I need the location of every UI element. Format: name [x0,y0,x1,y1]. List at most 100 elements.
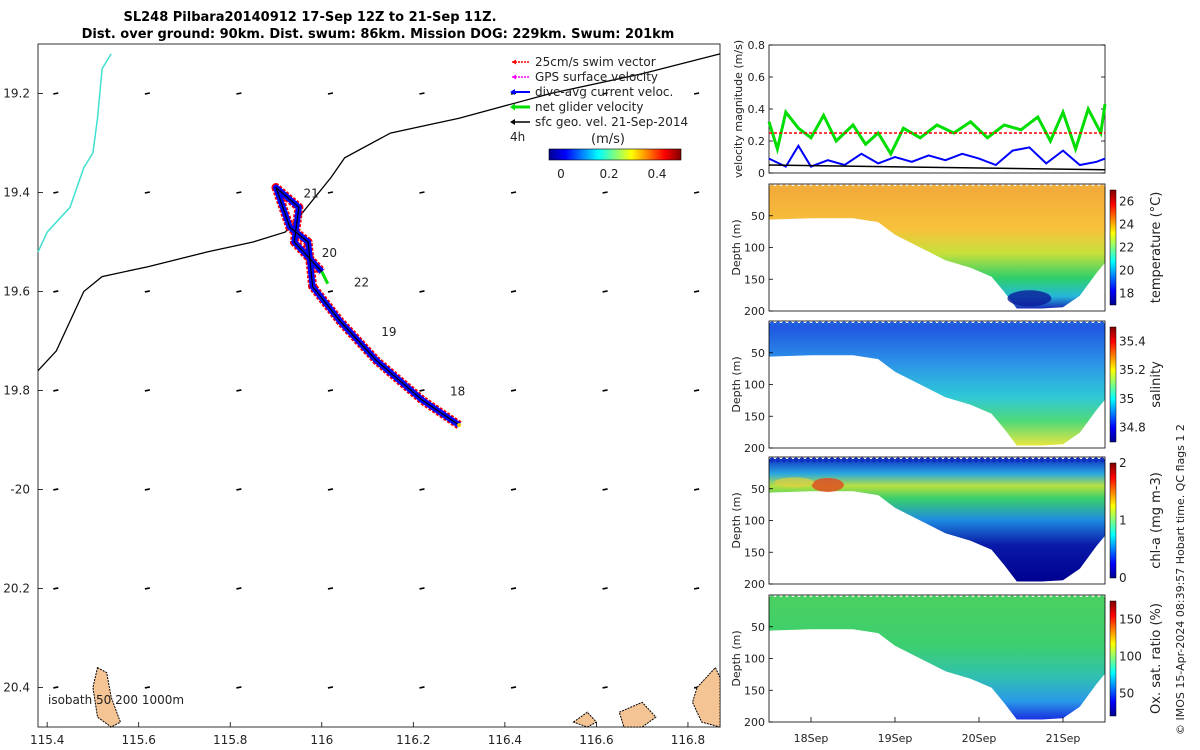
time-scale-label: 4h [510,130,525,144]
surface-sample [841,457,847,463]
geo-arrow [693,587,700,590]
surface-sample [1027,184,1033,190]
legend-diveavg: dive-avg current veloc. [535,85,673,99]
surface-sample [907,457,913,463]
velocity-series-line [767,103,1107,157]
velocity-frame [768,44,1106,174]
depth-tick-label: 50 [751,621,765,634]
map-y-tick-label: 19.2 [3,86,30,100]
speed-colorbar-tick: 0.4 [647,167,666,181]
surface-sample [925,595,931,601]
depth-ylabel: Depth (m) [730,630,743,686]
surface-sample [1045,595,1051,601]
surface-sample [901,184,907,190]
date-tick-label: 18Sep [794,732,829,745]
surface-sample [823,457,829,463]
land-patch [691,666,721,728]
depth-tick-label: 100 [744,379,765,392]
colorbar-tick-label: 100 [1119,650,1142,664]
date-tick-label: 20Sep [962,732,997,745]
surface-sample [811,321,817,327]
surface-sample [961,321,967,327]
surface-sample [1009,595,1015,601]
surface-sample [1009,184,1015,190]
geo-arrow [419,488,425,491]
geo-arrow [602,686,608,689]
surface-sample [949,457,955,463]
map-x-ticks: 115.4 115.6 115.8 116 116.2 116.4 116.6 116.8 [30,722,705,747]
day-label: 20 [322,246,337,260]
surface-sample [835,184,841,190]
depth-ylabel: Depth (m) [730,219,743,275]
surface-sample [787,457,793,463]
surface-sample [853,595,859,601]
net-velocity-vector [320,270,330,285]
geo-arrow [53,488,59,491]
surface-sample [805,184,811,190]
surface-sample [1069,457,1075,463]
surface-sample [1021,321,1027,327]
surface-sample [1033,184,1039,190]
surface-sample [949,595,955,601]
surface-sample [883,595,889,601]
velocity-series [767,103,1107,171]
geo-arrow [53,587,59,590]
map-x-tick-label: 116.6 [579,733,613,747]
surface-sample [1057,457,1063,463]
surface-sample [913,457,919,463]
legend-sfcgeo-arrow-icon [510,119,515,125]
surface-sample [943,595,949,601]
section-chla: 50 100 150 200 Depth (m) 0 1 2 chl-a (mg m-3) [730,456,1164,591]
surface-sample [1087,321,1093,327]
surface-sample [775,595,781,601]
surface-sample [991,321,997,327]
surface-sample [979,595,985,601]
colorbar-tick-label: 35.2 [1119,363,1146,377]
surface-sample [889,184,895,190]
surface-sample [949,321,955,327]
surface-sample [889,321,895,327]
surface-sample [841,595,847,601]
colorbar-tick-label: 22 [1119,241,1134,255]
velocity-series-line [768,164,1106,171]
surface-sample [805,321,811,327]
speed-colorbar [548,148,682,161]
surface-sample [991,457,997,463]
geo-arrow [144,191,151,194]
surface-sample [895,321,901,327]
surface-sample [793,595,799,601]
surface-sample [979,321,985,327]
surface-sample [1081,595,1087,601]
surface-sample [1087,595,1093,601]
section-temperature: 50 100 150 200 Depth (m) 18 20 22 24 26 temperatur… [730,183,1164,318]
surface-sample [1033,595,1039,601]
geo-arrow [236,92,242,95]
colorbar-tick-label: 35.4 [1119,334,1146,348]
surface-sample [1069,184,1075,190]
velocity-tick-label: 0.6 [748,71,766,84]
surface-sample [877,184,883,190]
geo-arrow [602,290,608,293]
depth-tick-label: 100 [744,653,765,666]
geo-arrow [510,290,517,293]
geo-arrow [510,587,517,590]
map-x-tick-label: 115.4 [30,733,64,747]
colorbar-tick-label: 18 [1119,287,1134,301]
date-tick-label: 19Sep [878,732,913,745]
land-patch [92,666,122,728]
surface-sample [931,595,937,601]
surface-sample [1093,184,1099,190]
geo-arrow [53,389,59,392]
surface-sample [859,321,865,327]
geo-arrow [693,488,700,491]
surface-sample [805,595,811,601]
geo-arrow [693,389,700,392]
surface-sample [859,457,865,463]
section-colorbar [1109,462,1117,579]
colorbar-label: Ox. sat. ratio (%) [1149,603,1164,714]
surface-sample [841,321,847,327]
geo-arrow [144,389,151,392]
surface-sample [853,184,859,190]
day-label: 18 [450,384,465,398]
